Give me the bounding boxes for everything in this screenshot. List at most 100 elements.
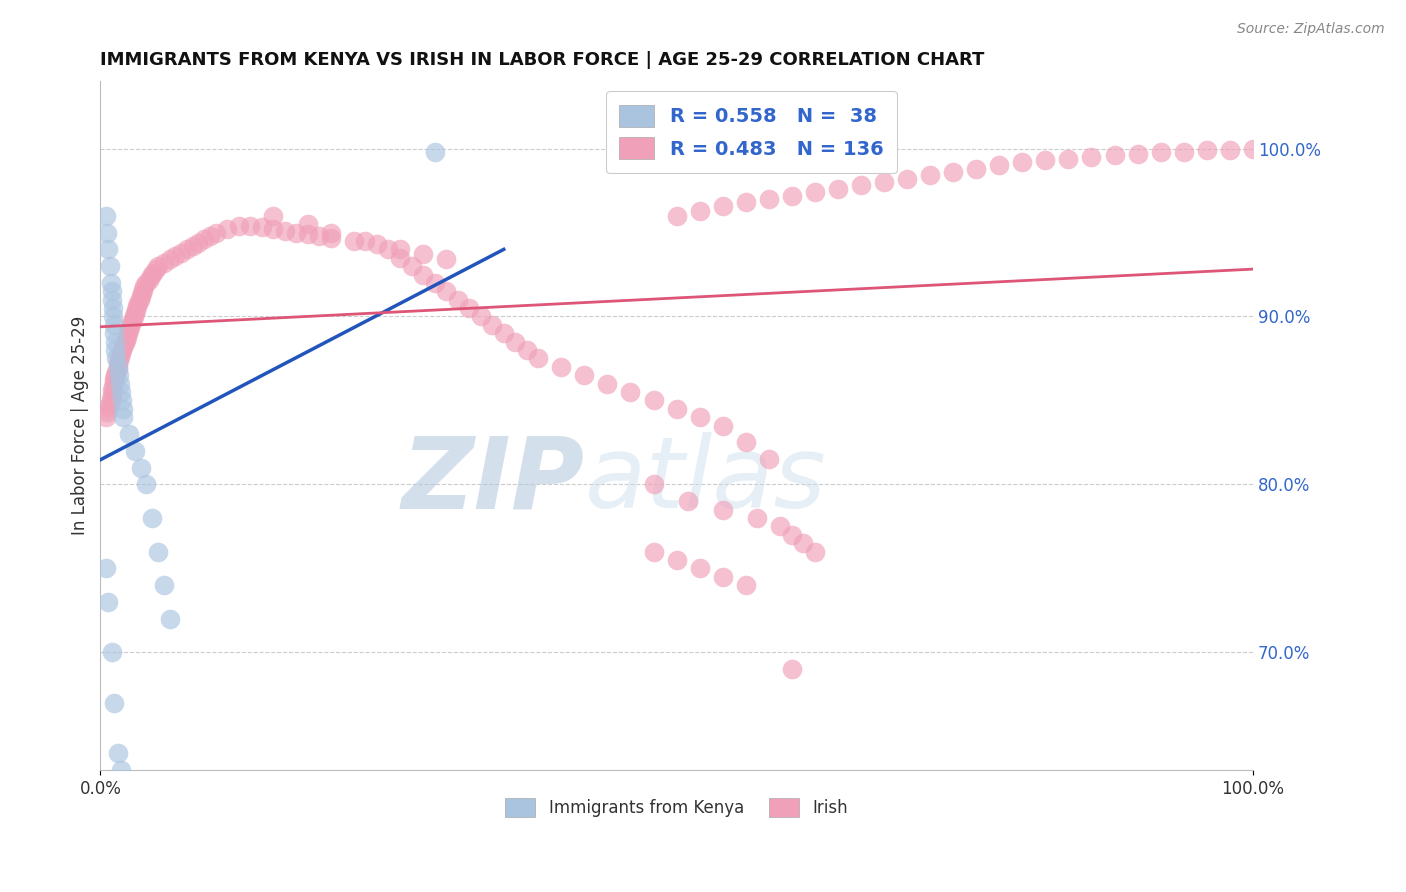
Point [104,334,127,349]
Point [1241,142,1264,156]
Point [896,171,918,186]
Point [354,234,377,248]
Point [181,239,204,253]
Point [101,388,124,402]
Point [96,226,118,240]
Point [446,293,468,307]
Point [101,380,124,394]
Point [124,443,146,458]
Point [101,285,124,299]
Point [423,276,446,290]
Point [412,268,434,282]
Point [112,401,135,416]
Point [131,285,153,300]
Point [470,310,492,324]
Text: IMMIGRANTS FROM KENYA VS IRISH IN LABOR FORCE | AGE 25-29 CORRELATION CHART: IMMIGRANTS FROM KENYA VS IRISH IN LABOR … [100,51,984,69]
Point [107,353,129,368]
Point [105,365,128,379]
Point [141,511,163,525]
Point [274,224,297,238]
Text: Source: ZipAtlas.com: Source: ZipAtlas.com [1237,22,1385,37]
Point [98,397,121,411]
Point [105,351,128,366]
Point [780,528,803,542]
Point [176,242,198,256]
Point [159,252,181,267]
Point [527,351,550,366]
Point [769,519,792,533]
Point [127,300,149,314]
Point [108,376,131,391]
Point [94,561,117,575]
Point [108,350,131,364]
Point [125,302,148,317]
Point [134,279,156,293]
Point [366,237,388,252]
Point [97,242,120,256]
Point [689,561,711,575]
Point [146,544,169,558]
Point [343,234,366,248]
Point [758,192,780,206]
Point [111,393,134,408]
Point [458,301,481,315]
Point [988,158,1011,172]
Point [423,145,446,159]
Point [758,452,780,467]
Point [121,316,143,330]
Point [747,511,769,525]
Point [1011,155,1033,169]
Point [112,780,135,794]
Point [780,188,803,202]
Point [574,368,596,383]
Point [103,696,125,710]
Point [308,228,330,243]
Point [128,293,150,307]
Point [117,326,139,341]
Text: atlas: atlas [585,433,825,529]
Point [849,178,872,193]
Point [942,165,965,179]
Point [110,346,132,360]
Point [734,435,756,450]
Point [217,222,239,236]
Point [388,251,411,265]
Point [129,460,152,475]
Point [135,276,157,290]
Point [377,242,399,256]
Point [100,276,122,290]
Point [434,285,457,299]
Point [129,289,152,303]
Point [112,410,135,425]
Point [107,746,129,760]
Point [139,269,162,284]
Point [146,259,169,273]
Point [1219,143,1241,157]
Point [297,217,319,231]
Point [107,361,129,376]
Point [101,384,124,398]
Point [689,410,711,425]
Point [711,502,734,516]
Point [665,401,688,416]
Point [1104,148,1126,162]
Point [250,220,273,235]
Point [152,256,174,270]
Point [262,209,284,223]
Point [101,645,124,659]
Legend: Immigrants from Kenya, Irish: Immigrants from Kenya, Irish [499,791,855,823]
Point [145,262,167,277]
Point [103,326,125,341]
Point [319,226,342,240]
Point [1035,153,1057,168]
Point [101,310,124,324]
Point [1173,145,1195,159]
Point [319,230,342,244]
Point [122,310,145,324]
Y-axis label: In Labor Force | Age 25-29: In Labor Force | Age 25-29 [72,316,89,535]
Point [120,319,142,334]
Point [711,570,734,584]
Point [135,477,157,491]
Point [643,544,665,558]
Point [97,595,120,609]
